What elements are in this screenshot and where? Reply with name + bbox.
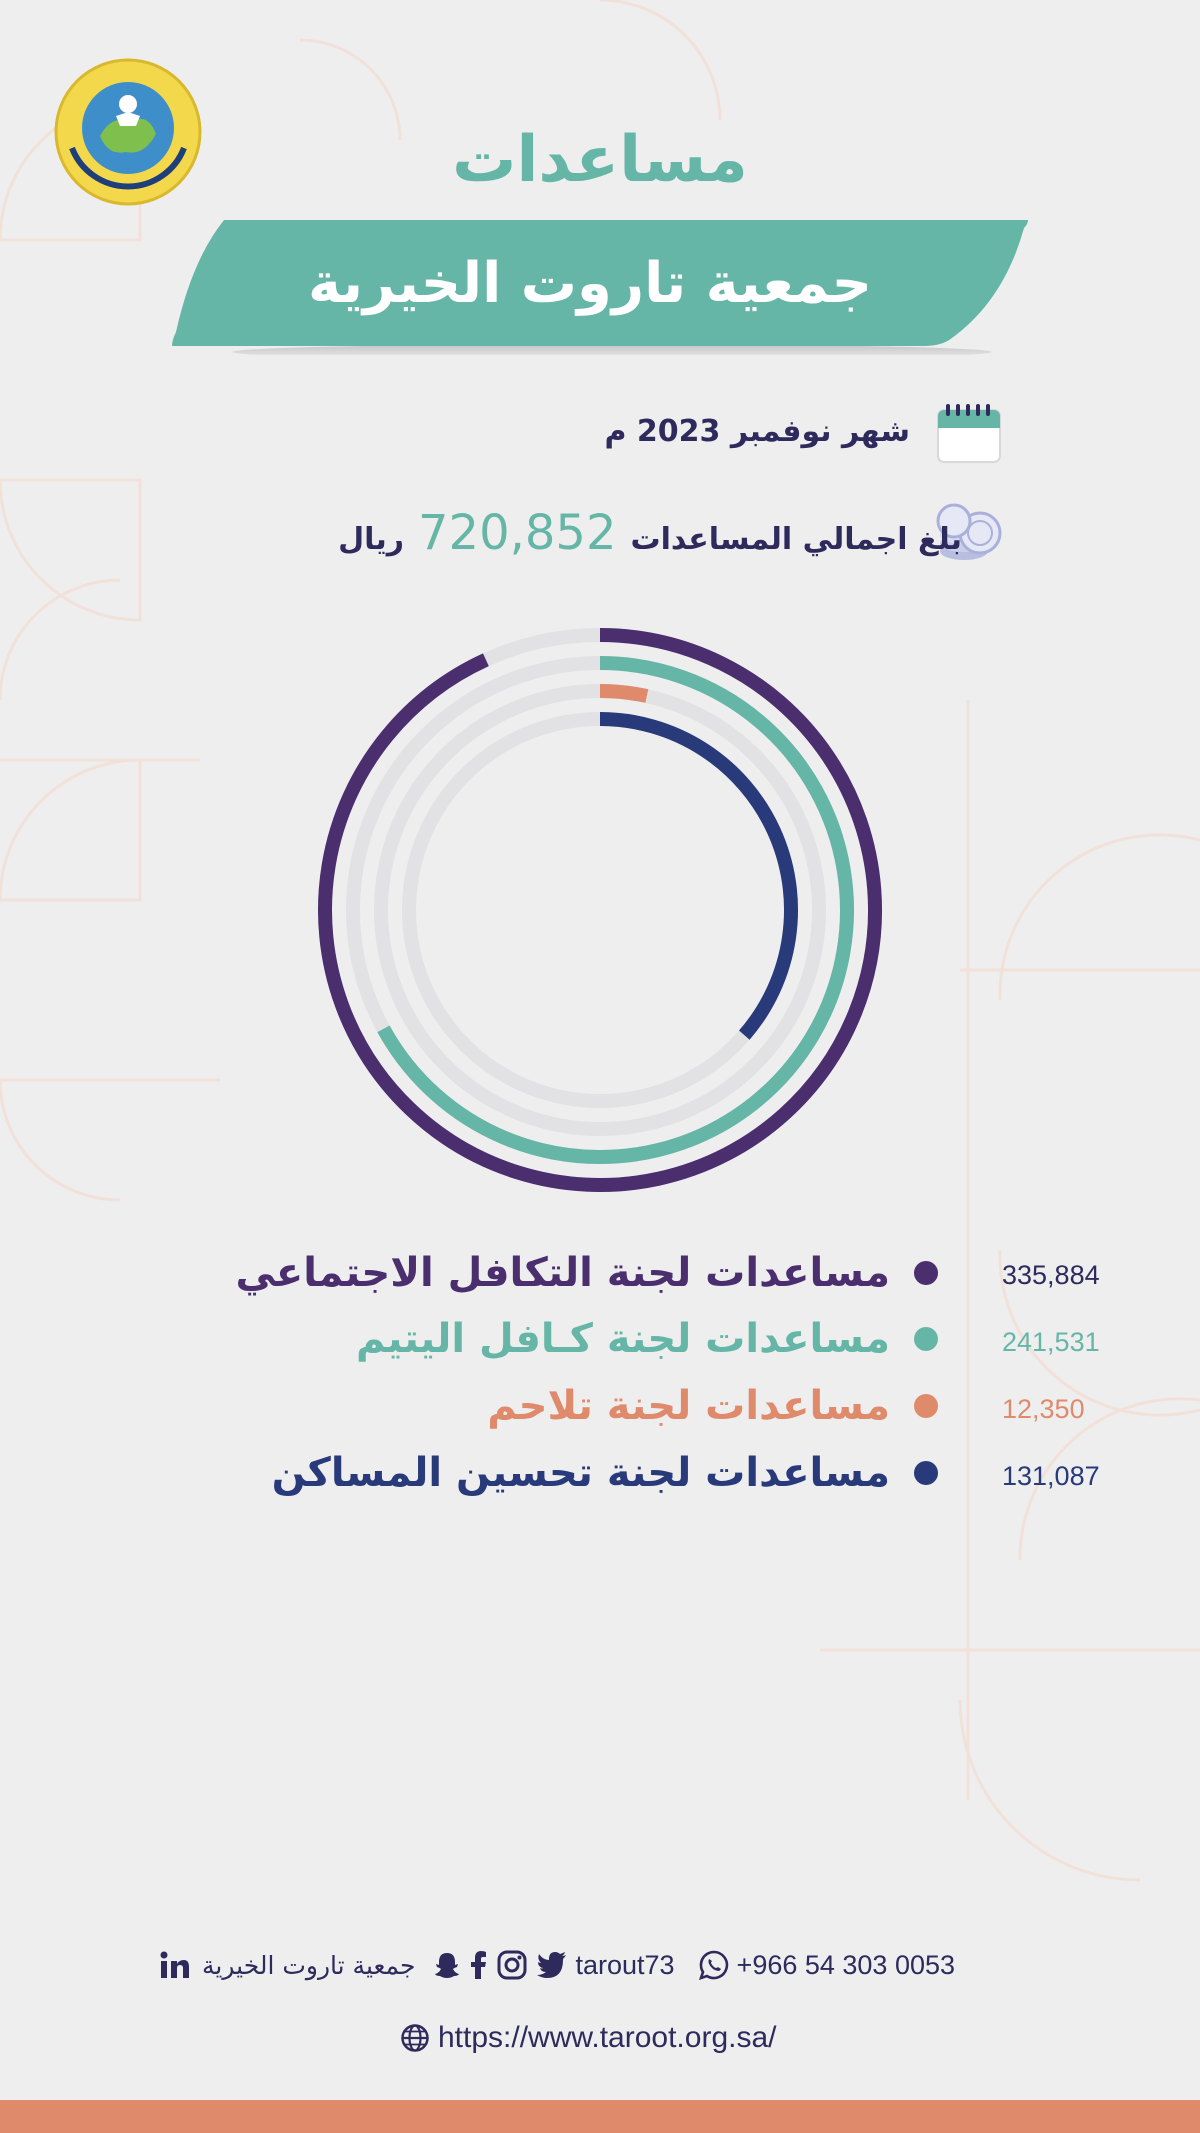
total-assistance: بلغ اجمالي المساعدات 720,852 ريال <box>338 505 962 561</box>
legend-dot <box>914 1461 938 1485</box>
footer-org-name: جمعية تاروت الخيرية <box>202 1950 416 1980</box>
organization-name: جمعية تاروت الخيرية <box>308 251 872 316</box>
bar-arc-3 <box>599 684 649 703</box>
legend-item-talahum: مساعدات لجنة تلاحم <box>487 1381 938 1431</box>
legend-dot <box>914 1261 938 1285</box>
website-url[interactable]: https://www.taroot.org.sa/ <box>438 2021 777 2054</box>
legend-value: 12,350 <box>1002 1394 1085 1424</box>
social-handle[interactable]: tarout73 <box>575 1949 675 1980</box>
legend-value: 241,531 <box>1002 1327 1100 1357</box>
legend-label: مساعدات لجنة التكافل الاجتماعي <box>235 1250 890 1296</box>
organization-logo <box>54 58 202 206</box>
title-banner <box>172 220 1028 355</box>
legend-item-social-solidarity: مساعدات لجنة التكافل الاجتماعي <box>235 1248 938 1298</box>
footer-website: https://www.taroot.org.sa/ <box>400 2020 776 2056</box>
bar-arc-2 <box>377 656 854 1164</box>
total-value: 720,852 <box>418 505 617 561</box>
total-unit: ريال <box>338 522 404 557</box>
instagram-icon[interactable] <box>497 1950 527 1980</box>
snapchat-icon[interactable] <box>433 1951 461 1979</box>
bar-arc-1 <box>318 628 882 1192</box>
calendar-icon <box>937 404 1001 463</box>
bar-arc-4 <box>599 712 798 1040</box>
twitter-icon[interactable] <box>537 1952 567 1978</box>
legend-item-housing-improvement: مساعدات لجنة تحسين المساكن <box>272 1448 938 1498</box>
coins-icon <box>936 503 1002 560</box>
facebook-icon[interactable] <box>471 1951 487 1979</box>
linkedin-icon[interactable] <box>160 1951 190 1979</box>
bottom-accent-bar <box>0 2100 1200 2133</box>
footer-contacts: جمعية تاروت الخيرية tarout73 +966 54 303… <box>160 1945 1060 1985</box>
ring-track <box>374 684 826 1136</box>
total-prefix: بلغ اجمالي المساعدات <box>630 522 963 557</box>
legend-dot <box>914 1327 938 1351</box>
legend-label: مساعدات لجنة تلاحم <box>487 1383 890 1429</box>
report-month: شهر نوفمبر 2023 م <box>604 414 910 449</box>
legend-label: مساعدات لجنة كـافل اليتيم <box>356 1316 890 1362</box>
legend-label: مساعدات لجنة تحسين المساكن <box>271 1450 890 1496</box>
page-title: مساعدات <box>452 123 748 197</box>
globe-icon <box>400 2023 430 2053</box>
whatsapp-icon[interactable] <box>698 1950 729 1980</box>
legend-dot <box>914 1394 938 1418</box>
radial-bar-chart <box>318 628 882 1192</box>
legend-value: 335,884 <box>1002 1260 1100 1290</box>
legend-value: 131,087 <box>1002 1461 1100 1491</box>
legend-item-orphan-sponsor: مساعدات لجنة كـافل اليتيم <box>356 1314 938 1364</box>
phone-number[interactable]: +966 54 303 0053 <box>736 1949 956 1980</box>
